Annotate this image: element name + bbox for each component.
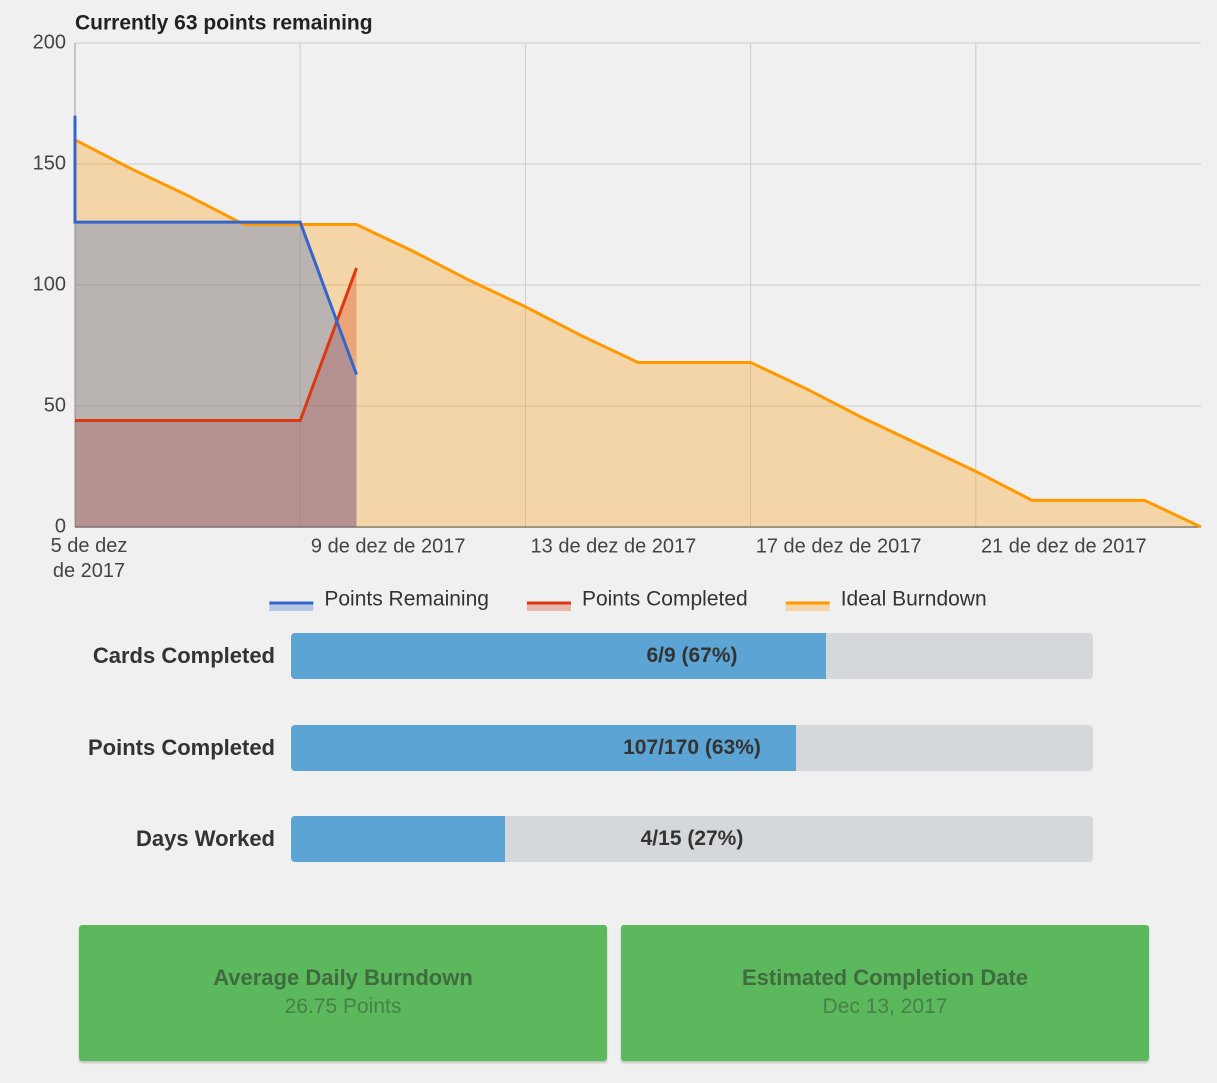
- stat-box: Estimated Completion Date Dec 13, 2017: [621, 925, 1149, 1061]
- progress-track: 4/15 (27%): [291, 816, 1093, 862]
- legend-swatch: [269, 603, 314, 611]
- legend-swatch: [785, 603, 830, 611]
- x-tick-label: 5 de dez de 2017: [51, 535, 128, 582]
- legend-label: Points Completed: [582, 588, 748, 611]
- x-tick-label: 17 de dez de 2017: [756, 535, 922, 557]
- progress-label: Points Completed: [87, 734, 275, 760]
- y-tick-label: 100: [33, 273, 66, 295]
- area: [75, 139, 1201, 528]
- progress-track: 107/170 (63%): [291, 724, 1093, 771]
- progress-text: 107/170 (63%): [623, 735, 761, 759]
- y-tick-label: 150: [33, 152, 66, 174]
- y-tick-label: 0: [55, 515, 66, 537]
- line: [75, 267, 358, 423]
- legend-swatch: [526, 603, 571, 611]
- line: [74, 138, 1202, 529]
- area: [75, 268, 357, 527]
- x-tick-label: 9 de dez de 2017: [311, 535, 466, 557]
- legend-label: Points Remaining: [324, 588, 489, 611]
- stat-title: Estimated Completion Date: [741, 965, 1029, 990]
- legend-item: Points Completed: [526, 588, 748, 611]
- progress-row: Points Completed 107/170 (63%): [0, 724, 1217, 771]
- area: [75, 115, 357, 527]
- chart: Currently 63 points remaining 0 50 100 150 2…: [33, 12, 1202, 611]
- legend-item: Ideal Burndown: [785, 588, 987, 611]
- progress-label: Days Worked: [136, 826, 275, 851]
- line: [73, 115, 358, 376]
- x-tick-label: 21 de dez de 2017: [981, 535, 1147, 557]
- progress-row: Cards Completed 6/9 (67%): [0, 633, 1217, 679]
- progress-row: Days Worked 4/15 (27%): [0, 816, 1217, 862]
- y-tick-label: 200: [33, 31, 66, 53]
- progress-fill: [291, 633, 826, 679]
- progress-track: 6/9 (67%): [291, 633, 1093, 679]
- stat-title: Average Daily Burndown: [213, 965, 473, 990]
- progress-text: 4/15 (27%): [640, 827, 744, 850]
- progress-label: Cards Completed: [92, 643, 275, 668]
- x-tick-label: 13 de dez de 2017: [531, 535, 697, 557]
- progress-text: 6/9 (67%): [646, 644, 738, 667]
- stat-box: Average Daily Burndown 26.75 Points: [79, 925, 607, 1061]
- legend-item: Points Remaining: [269, 588, 489, 611]
- progress-fill: [291, 724, 796, 771]
- chart-title: Currently 63 points remaining: [75, 12, 373, 35]
- stat-value: Dec 13, 2017: [822, 995, 948, 1018]
- legend-label: Ideal Burndown: [841, 588, 987, 611]
- y-tick-label: 50: [44, 394, 66, 416]
- progress-fill: [291, 816, 505, 862]
- stat-value: 26.75 Points: [284, 995, 402, 1018]
